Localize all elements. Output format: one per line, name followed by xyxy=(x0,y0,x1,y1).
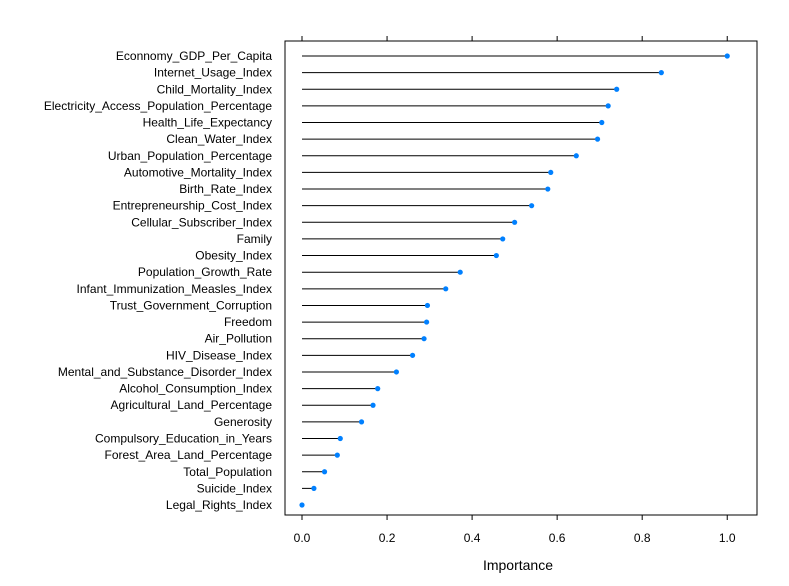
category-label: Air_Pollution xyxy=(205,332,272,346)
top-axis-ticks xyxy=(301,36,728,41)
points-group xyxy=(299,53,730,508)
category-label: Obesity_Index xyxy=(195,249,272,263)
data-point xyxy=(443,286,449,292)
category-label: Child_Mortality_Index xyxy=(157,82,272,96)
data-point xyxy=(311,485,317,491)
category-label: Electricity_Access_Population_Percentage xyxy=(44,99,272,113)
bottom-axis-ticks: 0.0 0.2 0.4 0.6 0.8 1.0 xyxy=(294,515,736,545)
category-label: Agricultural_Land_Percentage xyxy=(111,398,273,412)
data-point xyxy=(573,153,579,159)
data-point xyxy=(545,186,551,192)
category-label: Infant_Immunization_Measles_Index xyxy=(77,282,272,296)
data-point xyxy=(334,452,340,458)
category-label: Generosity xyxy=(214,415,272,429)
x-tick-label: 0.4 xyxy=(464,531,481,545)
data-point xyxy=(512,219,518,225)
category-label: Cellular_Subscriber_Index xyxy=(131,215,272,229)
category-label: Total_Population xyxy=(183,465,272,479)
data-point xyxy=(424,319,430,325)
x-tick-label: 0.0 xyxy=(294,531,311,545)
category-labels: Econnomy_GDP_Per_Capita Internet_Usage_In… xyxy=(44,49,272,512)
category-label: Health_Life_Expectancy xyxy=(143,116,272,130)
stems-group xyxy=(302,55,728,489)
data-point xyxy=(493,252,499,259)
data-point xyxy=(375,386,381,392)
data-point xyxy=(393,369,400,375)
category-label: Automotive_Mortality_Index xyxy=(124,165,272,179)
category-label: Trust_Government_Corruption xyxy=(110,298,272,312)
category-label: Family xyxy=(237,232,272,246)
category-label: Population_Growth_Rate xyxy=(138,265,272,279)
data-point xyxy=(299,502,305,508)
category-label: Urban_Population_Percentage xyxy=(108,149,272,163)
data-point xyxy=(614,86,620,92)
category-label: Mental_and_Substance_Disorder_Index xyxy=(58,365,272,379)
data-point xyxy=(457,269,463,275)
category-label: Freedom xyxy=(224,315,272,329)
plot-frame xyxy=(284,40,758,516)
data-point xyxy=(724,53,730,59)
data-point xyxy=(424,302,431,309)
x-tick-label: 0.2 xyxy=(379,531,396,545)
category-label: Compulsory_Education_in_Years xyxy=(95,431,272,445)
category-label: Forest_Area_Land_Percentage xyxy=(105,448,273,462)
data-point xyxy=(594,136,601,142)
x-tick-label: 1.0 xyxy=(719,531,736,545)
data-point xyxy=(599,119,605,126)
data-point xyxy=(500,236,506,242)
category-label: Clean_Water_Index xyxy=(166,132,272,146)
data-point xyxy=(605,103,611,109)
category-label: Alcohol_Consumption_Index xyxy=(119,382,272,396)
data-point xyxy=(529,203,535,209)
data-point xyxy=(658,70,664,76)
x-tick-label: 0.8 xyxy=(634,531,651,545)
category-label: Internet_Usage_Index xyxy=(154,66,272,80)
data-point xyxy=(548,169,554,176)
data-point xyxy=(370,402,376,408)
data-point xyxy=(321,469,328,475)
data-point xyxy=(337,435,343,442)
category-label: Econnomy_GDP_Per_Capita xyxy=(116,49,272,63)
data-point xyxy=(358,419,365,425)
x-tick-label: 0.6 xyxy=(549,531,566,545)
x-axis-title: Importance xyxy=(483,557,553,573)
category-label: HIV_Disease_Index xyxy=(166,348,272,362)
category-label: Legal_Rights_Index xyxy=(166,498,272,512)
category-label: Entrepreneurship_Cost_Index xyxy=(113,199,272,213)
category-label: Birth_Rate_Index xyxy=(179,182,272,196)
data-point xyxy=(409,352,416,358)
category-label: Suicide_Index xyxy=(197,481,272,495)
data-point xyxy=(421,336,427,342)
